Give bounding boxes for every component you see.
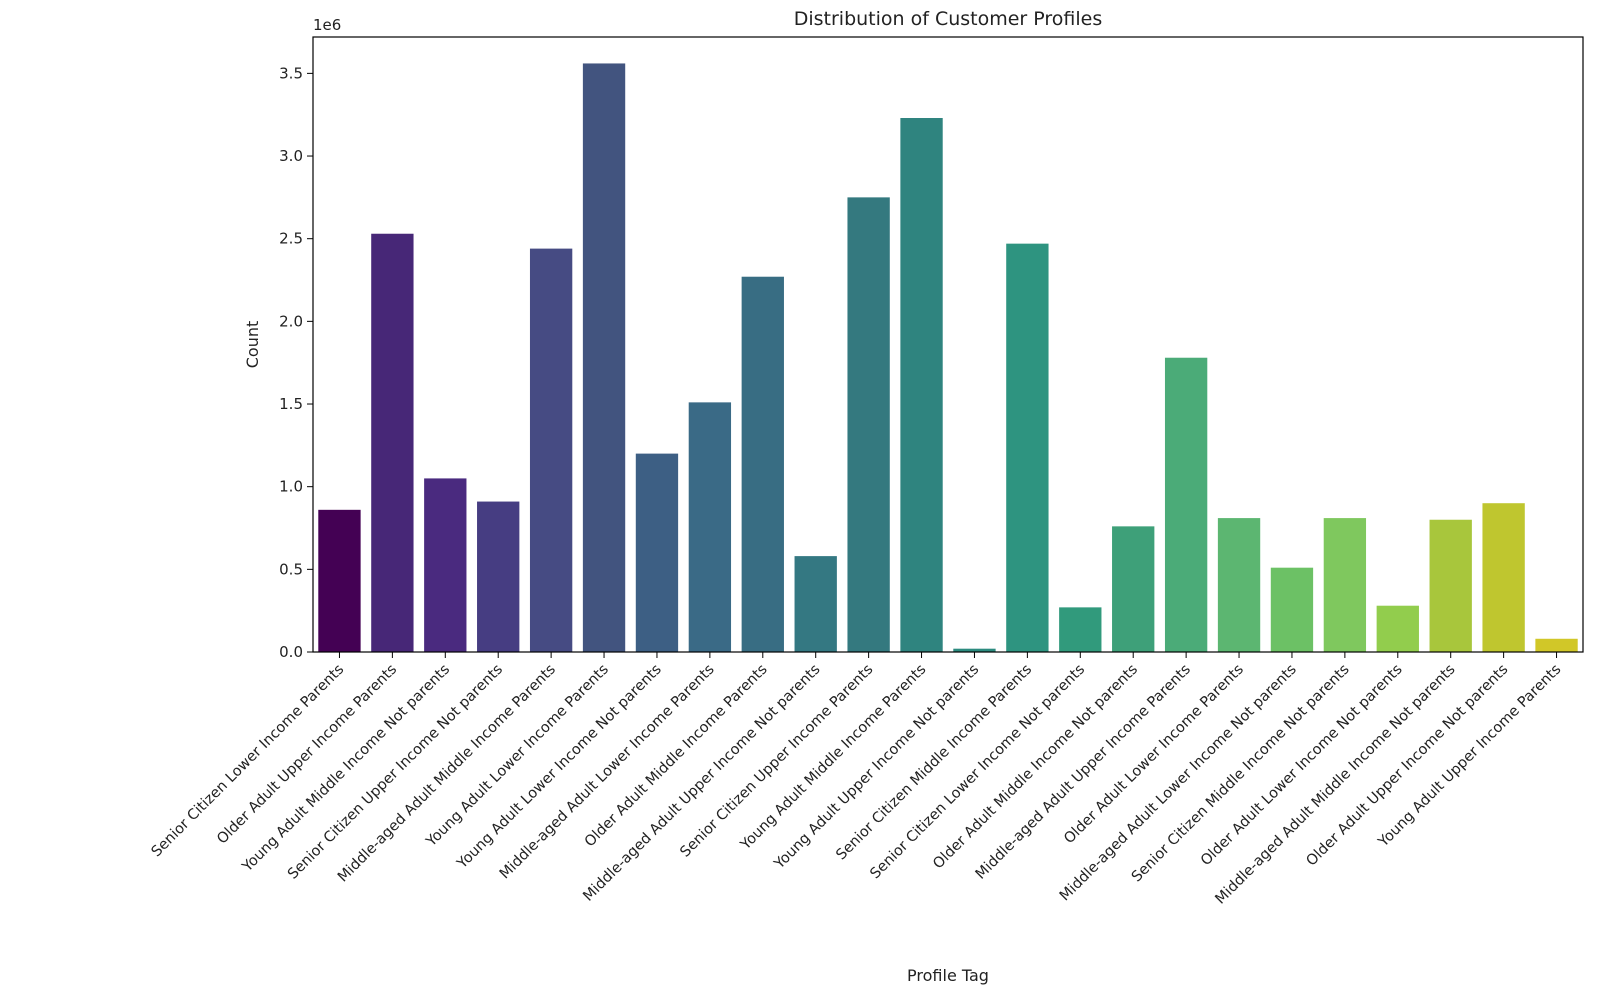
bar — [424, 478, 467, 652]
y-axis-label: Count — [243, 321, 262, 369]
bar — [1535, 638, 1578, 652]
x-category-label: Young Adult Upper Income Parents — [1375, 662, 1564, 851]
bar — [529, 248, 573, 652]
bars — [318, 63, 1578, 653]
bar — [794, 556, 837, 652]
x-category-label: Older Adult Middle Income Parents — [582, 662, 771, 851]
bar — [1482, 503, 1525, 652]
bar — [318, 509, 361, 652]
bar — [1376, 605, 1419, 652]
y-tick-label: 2.5 — [279, 230, 303, 248]
bar — [1323, 518, 1367, 652]
x-category-label: Young Adult Middle Income Parents — [737, 662, 929, 854]
bar — [741, 276, 784, 652]
bar — [1429, 519, 1472, 652]
bar — [371, 233, 414, 652]
bar — [1112, 526, 1155, 652]
bar — [1270, 567, 1314, 652]
x-category-label: Young Adult Lower Income Parents — [423, 662, 612, 851]
y-axis-offset-label: 1e6 — [313, 16, 341, 34]
x-axis-label: Profile Tag — [907, 966, 989, 985]
bar — [635, 453, 679, 652]
x-axis-ticks: Senior Citizen Lower Income Parents Older… — [149, 652, 1564, 908]
bar — [477, 501, 520, 652]
bar — [1217, 518, 1261, 652]
y-tick-label: 0.0 — [279, 643, 303, 661]
y-axis-ticks: 0.0 0.5 1.0 1.5 2.0 2.5 3.0 3.5 — [279, 64, 313, 661]
y-tick-label: 0.5 — [279, 560, 303, 578]
bar — [1006, 243, 1049, 652]
y-tick-label: 1.5 — [279, 395, 303, 413]
bar — [1059, 607, 1102, 652]
bar — [688, 402, 732, 652]
y-tick-label: 2.0 — [279, 312, 303, 330]
x-category-label: Middle-aged Adult Middle Income Not pare… — [1213, 662, 1459, 908]
bar — [1164, 357, 1208, 652]
x-category-label: Young Adult Middle Income Not parents — [239, 662, 453, 876]
x-category-label: Senior Citizen Lower Income Parents — [149, 662, 348, 861]
x-category-label: Older Adult Lower Income Not parents — [1198, 662, 1406, 870]
plot-frame — [312, 36, 1584, 653]
x-category-label: Older Adult Upper Income Not parents — [1303, 662, 1511, 870]
bar — [582, 63, 626, 653]
chart-title: Distribution of Customer Profiles — [794, 8, 1103, 30]
x-category-label: Senior Citizen Middle Income Parents — [833, 662, 1035, 864]
y-tick-label: 1.0 — [279, 478, 303, 496]
bar — [900, 118, 943, 653]
bar — [953, 648, 996, 652]
y-tick-label: 3.0 — [279, 147, 303, 165]
bar — [847, 197, 890, 652]
y-tick-label: 3.5 — [279, 64, 303, 82]
x-category-label: Senior Citizen Upper Income Parents — [677, 662, 876, 861]
